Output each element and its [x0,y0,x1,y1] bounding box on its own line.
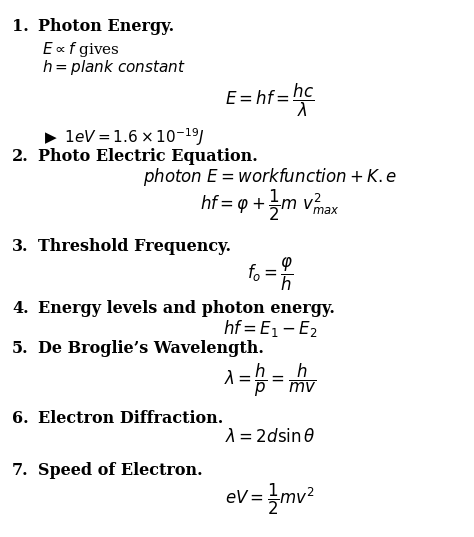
Text: 1.: 1. [12,18,29,35]
Text: Photo Electric Equation.: Photo Electric Equation. [38,148,258,165]
Text: Electron Diffraction.: Electron Diffraction. [38,410,223,427]
Text: $photon\ E = workfunction + K.e$: $photon\ E = workfunction + K.e$ [143,166,397,188]
Text: $\lambda = 2d \sin \theta$: $\lambda = 2d \sin \theta$ [225,428,315,446]
Text: Speed of Electron.: Speed of Electron. [38,462,202,479]
Text: De Broglie’s Wavelength.: De Broglie’s Wavelength. [38,340,264,357]
Text: $E = hf = \dfrac{hc}{\lambda}$: $E = hf = \dfrac{hc}{\lambda}$ [225,82,315,119]
Text: $hf = E_1 - E_2$: $hf = E_1 - E_2$ [223,318,317,339]
Text: $h = plank\ constant$: $h = plank\ constant$ [42,58,186,77]
Text: $\blacktriangleright\ 1eV = 1.6 \times 10^{-19}J$: $\blacktriangleright\ 1eV = 1.6 \times 1… [42,126,204,148]
Text: $E \propto f$ gives: $E \propto f$ gives [42,40,120,59]
Text: Threshold Frequency.: Threshold Frequency. [38,238,231,255]
Text: 6.: 6. [12,410,28,427]
Text: $eV = \dfrac{1}{2}mv^2$: $eV = \dfrac{1}{2}mv^2$ [225,482,315,517]
Text: $f_o = \dfrac{\varphi}{h}$: $f_o = \dfrac{\varphi}{h}$ [246,256,293,293]
Text: Photon Energy.: Photon Energy. [38,18,174,35]
Text: $\lambda = \dfrac{h}{p} = \dfrac{h}{mv}$: $\lambda = \dfrac{h}{p} = \dfrac{h}{mv}$ [224,362,316,399]
Text: 2.: 2. [12,148,29,165]
Text: 7.: 7. [12,462,28,479]
Text: Energy levels and photon energy.: Energy levels and photon energy. [38,300,335,317]
Text: 5.: 5. [12,340,28,357]
Text: 3.: 3. [12,238,28,255]
Text: 4.: 4. [12,300,28,317]
Text: $hf = \varphi + \dfrac{1}{2}m\ v_{max}^{2}$: $hf = \varphi + \dfrac{1}{2}m\ v_{max}^{… [200,188,340,223]
